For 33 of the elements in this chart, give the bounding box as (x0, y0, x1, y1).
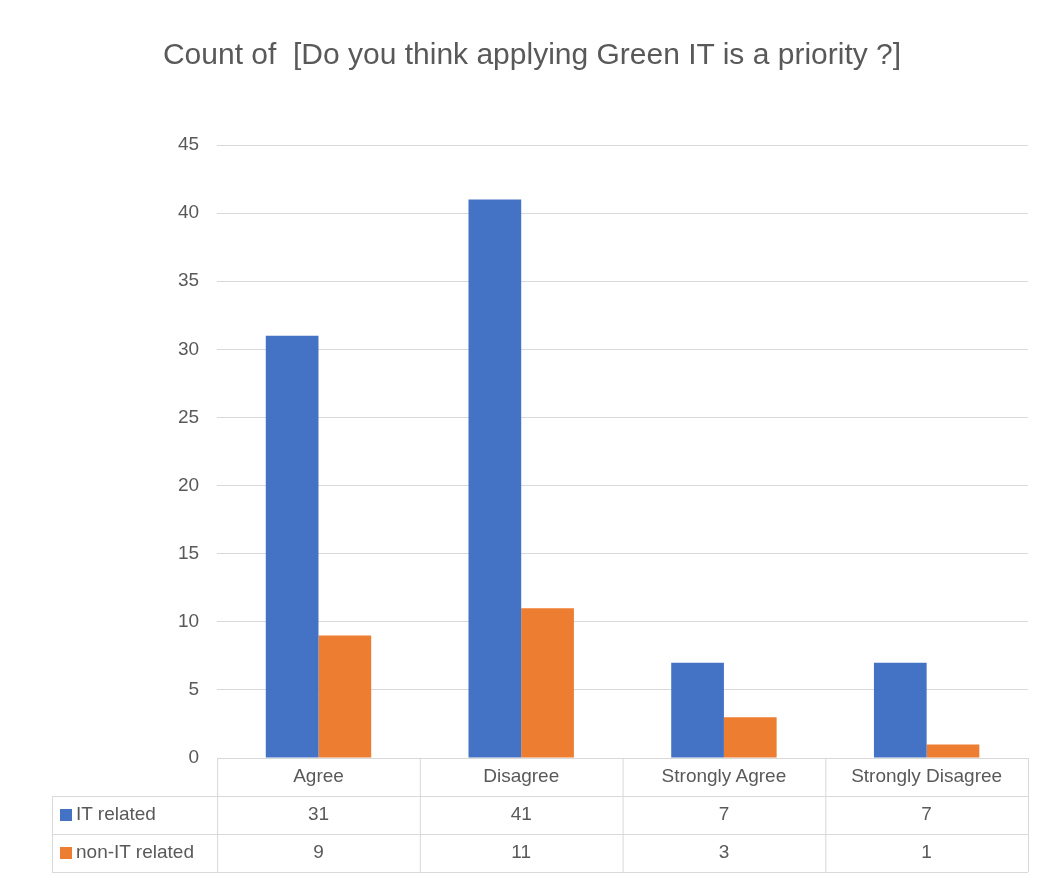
y-tick-label: 0 (188, 746, 200, 768)
data-label: 41 (510, 803, 532, 825)
x-tick-label: Strongly Agree (661, 765, 787, 787)
x-tick-label: Disagree (483, 765, 560, 787)
y-tick-label: 35 (177, 269, 200, 291)
legend-label: IT related (76, 803, 156, 825)
legend-label: non-IT related (76, 841, 194, 863)
y-tick-label: 40 (177, 201, 200, 223)
y-tick-label: 20 (177, 473, 200, 495)
y-tick-label: 45 (177, 133, 200, 155)
bar (521, 608, 574, 758)
y-tick-label: 30 (177, 337, 200, 359)
chart-title: Count of [Do you think applying Green IT is a priority ?] (162, 37, 902, 71)
data-label: 7 (718, 803, 730, 825)
x-tick-label: Agree (293, 765, 344, 787)
y-tick-label: 10 (177, 610, 200, 632)
data-label: 11 (511, 841, 532, 863)
bar (265, 335, 319, 758)
bar (723, 717, 777, 758)
bar (468, 199, 522, 758)
y-tick-label: 5 (188, 678, 200, 700)
y-tick-label: 25 (177, 405, 200, 427)
data-label: 31 (307, 803, 330, 825)
data-label: 9 (313, 841, 324, 863)
data-label: 1 (921, 841, 932, 863)
bar (926, 744, 980, 758)
bar (671, 662, 724, 758)
x-tick-label: Strongly Disagree (851, 765, 1003, 787)
data-label: 3 (718, 841, 730, 863)
data-label: 7 (921, 803, 932, 825)
y-tick-label: 15 (177, 541, 200, 563)
bar (873, 662, 927, 758)
bar (318, 635, 372, 758)
